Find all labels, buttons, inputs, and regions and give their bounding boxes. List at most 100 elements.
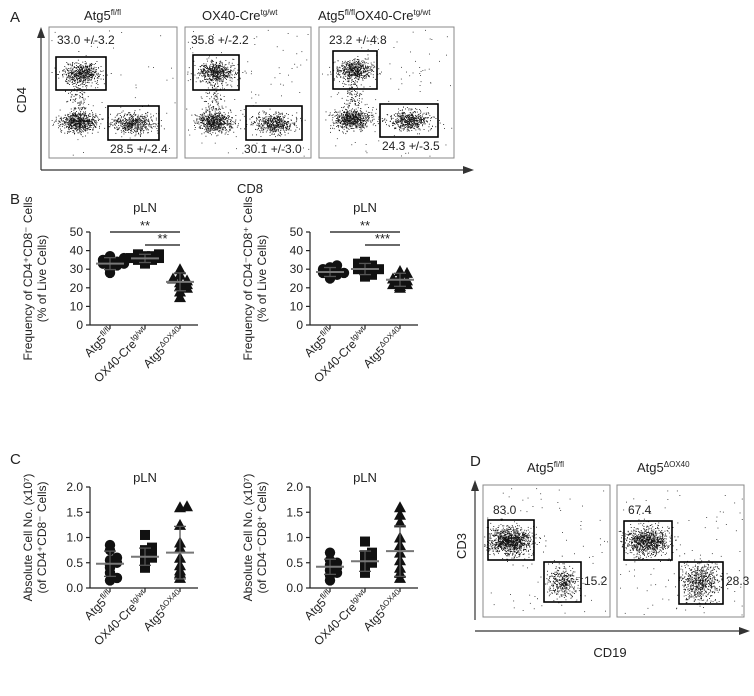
y-axis-label-units: (% of Live Cells) bbox=[255, 235, 269, 322]
panel-a-y-label: CD4 bbox=[14, 87, 29, 113]
y-tick-label: 0.5 bbox=[286, 556, 303, 570]
chart-b-right: pLN Frequency of CD4⁻CD8⁺ Cells (% of Live… bbox=[241, 196, 418, 385]
panel-d-title-2: Atg5ΔOX40 bbox=[637, 460, 690, 475]
panel-a-y-arrow bbox=[37, 27, 45, 38]
chart-title: pLN bbox=[133, 200, 157, 215]
gate-a1-cd8 bbox=[107, 105, 160, 141]
y-tick-label: 10 bbox=[290, 299, 304, 313]
gate-d1-cd19 bbox=[543, 561, 582, 603]
y-axis-label-units: (of CD4⁺CD8⁻ Cells) bbox=[35, 481, 49, 593]
category-label: Atg5ΔOX40 bbox=[360, 324, 407, 371]
data-point bbox=[353, 258, 363, 269]
category-label: Atg5ΔOX40 bbox=[360, 587, 407, 634]
data-point bbox=[331, 260, 343, 271]
data-point bbox=[174, 291, 186, 303]
y-tick-label: 0.5 bbox=[66, 556, 83, 570]
data-point bbox=[360, 256, 370, 267]
data-point bbox=[140, 529, 150, 540]
gate-a3-cd4-value: 23.2 +/-4.8 bbox=[329, 33, 387, 47]
gate-a1-cd4-value: 33.0 +/-3.2 bbox=[57, 33, 115, 47]
gate-a2-cd4 bbox=[192, 54, 240, 91]
data-point bbox=[167, 272, 179, 284]
data-point bbox=[147, 547, 157, 558]
gate-a1-cd4 bbox=[55, 56, 107, 91]
flow-dots-panel-d bbox=[484, 488, 743, 616]
data-point bbox=[360, 567, 370, 578]
flow-plot-a1 bbox=[48, 26, 178, 159]
y-tick-label: 2.0 bbox=[286, 480, 303, 494]
data-point bbox=[394, 508, 406, 520]
gate-d1-cd19-value: 15.2 bbox=[584, 574, 608, 588]
panel-letter-c: C bbox=[10, 451, 21, 468]
panel-a-x-label: CD8 bbox=[237, 181, 263, 196]
data-point bbox=[104, 539, 116, 551]
data-point bbox=[147, 552, 157, 563]
chart-title: pLN bbox=[133, 470, 157, 485]
y-tick-label: 0 bbox=[296, 318, 303, 332]
y-tick-label: 1.5 bbox=[286, 505, 303, 519]
flow-plot-d1 bbox=[482, 484, 611, 618]
category-label: Atg5ΔOX40 bbox=[140, 324, 187, 371]
y-axis-label: Frequency of CD4⁺CD8⁻ Cells bbox=[21, 196, 35, 360]
data-point bbox=[147, 251, 157, 262]
chart-title: pLN bbox=[353, 470, 377, 485]
data-point bbox=[360, 271, 370, 282]
sig-label: ** bbox=[360, 218, 370, 233]
panel-d-y-label: CD3 bbox=[454, 533, 469, 559]
sig-label: ** bbox=[157, 231, 167, 246]
gate-d2-cd19-value: 28.3 bbox=[726, 574, 750, 588]
data-point bbox=[367, 260, 377, 271]
sig-label: *** bbox=[375, 231, 390, 246]
data-point bbox=[140, 562, 150, 573]
y-tick-label: 20 bbox=[70, 281, 84, 295]
category-label: Atg5ΔOX40 bbox=[140, 587, 187, 634]
panel-letter-b: B bbox=[10, 191, 20, 208]
chart-b-left: pLN Frequency of CD4⁺CD8⁻ Cells (% of Live… bbox=[21, 196, 198, 385]
panel-d-x-arrow bbox=[739, 627, 750, 635]
y-axis-label-units: (of CD4⁻CD8⁺ Cells) bbox=[255, 481, 269, 593]
panel-d-y-arrow bbox=[471, 480, 479, 491]
y-tick-label: 40 bbox=[290, 244, 304, 258]
gate-a2-cd8 bbox=[245, 105, 303, 141]
y-tick-label: 40 bbox=[70, 244, 84, 258]
panel-a-title-2: OX40-Cretg/wt bbox=[202, 8, 278, 23]
panel-d-title-1: Atg5fl/fl bbox=[527, 460, 564, 475]
data-point bbox=[181, 500, 193, 512]
panel-a-x-arrow bbox=[463, 166, 474, 174]
flow-plot-a3 bbox=[318, 26, 455, 159]
y-tick-label: 0.0 bbox=[286, 581, 303, 595]
y-axis-label-units: (% of Live Cells) bbox=[35, 235, 49, 322]
chart-c-right: pLN Absolute Cell No. (x10⁷) (of CD4⁻CD8⁺ … bbox=[241, 470, 418, 648]
data-point bbox=[367, 552, 377, 563]
y-tick-label: 2.0 bbox=[66, 480, 83, 494]
y-tick-label: 1.0 bbox=[66, 531, 83, 545]
data-point bbox=[394, 501, 406, 513]
y-axis-label: Absolute Cell No. (x10⁷) bbox=[241, 474, 255, 602]
y-tick-label: 1.5 bbox=[66, 505, 83, 519]
gate-d1-cd3-value: 83.0 bbox=[493, 503, 517, 517]
data-point bbox=[133, 254, 143, 265]
y-tick-label: 30 bbox=[70, 262, 84, 276]
data-point bbox=[154, 249, 164, 260]
y-tick-label: 20 bbox=[290, 281, 304, 295]
y-tick-label: 50 bbox=[290, 225, 304, 239]
sig-label: ** bbox=[140, 218, 150, 233]
panel-a-title-1: Atg5fl/fl bbox=[84, 8, 121, 23]
data-point bbox=[147, 542, 157, 553]
data-point bbox=[174, 518, 186, 530]
data-point bbox=[133, 249, 143, 260]
y-axis-label: Frequency of CD4⁻CD8⁺ Cells bbox=[241, 196, 255, 360]
y-tick-label: 30 bbox=[290, 262, 304, 276]
data-point bbox=[367, 557, 377, 568]
gate-a3-cd8-value: 24.3 +/-3.5 bbox=[382, 139, 440, 153]
data-point bbox=[111, 552, 123, 563]
gate-d2-cd3-value: 67.4 bbox=[628, 503, 652, 517]
chart-title: pLN bbox=[353, 200, 377, 215]
chart-c-left: pLN Absolute Cell No. (x10⁷) (of CD4⁺CD8⁻ … bbox=[21, 470, 198, 648]
gate-a1-cd8-value: 28.5 +/-2.4 bbox=[110, 142, 168, 156]
data-point bbox=[394, 516, 406, 528]
gate-a2-cd8-value: 30.1 +/-3.0 bbox=[244, 142, 302, 156]
y-tick-label: 1.0 bbox=[286, 531, 303, 545]
gate-d1-cd3 bbox=[487, 519, 535, 561]
